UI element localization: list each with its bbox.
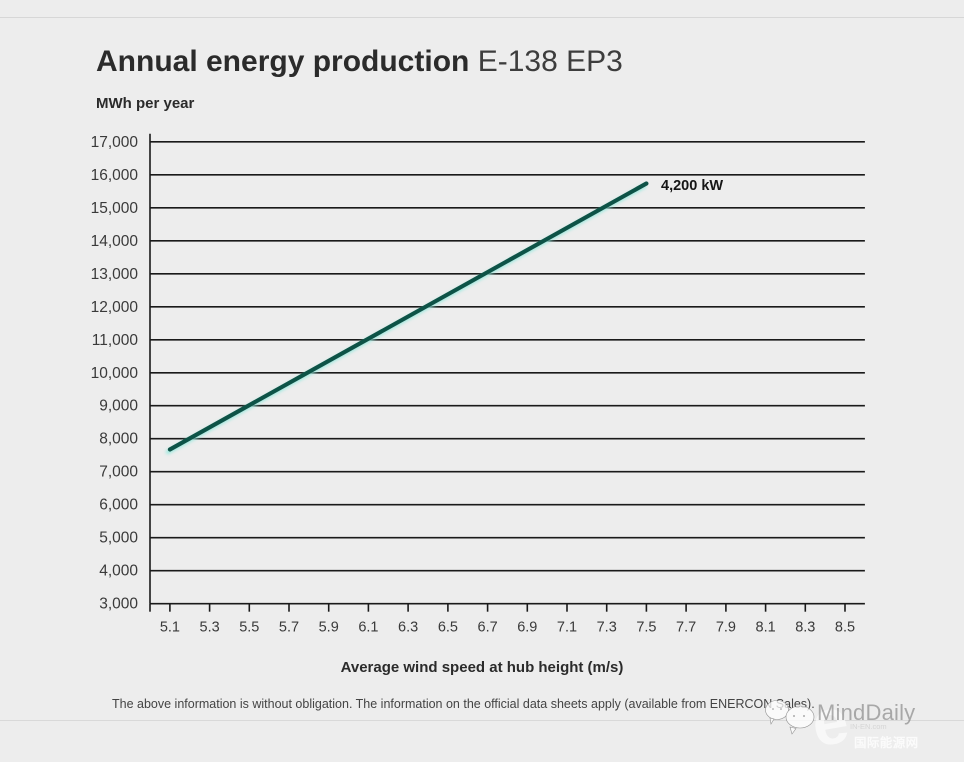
svg-text:国际能源网: 国际能源网 — [854, 735, 919, 750]
svg-text:IN-EN.com: IN-EN.com — [850, 722, 887, 731]
